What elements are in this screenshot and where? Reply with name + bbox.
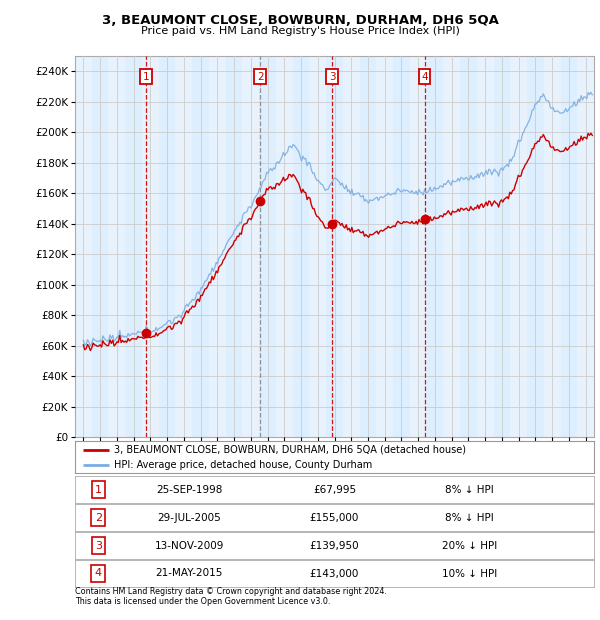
Text: 1: 1: [143, 72, 149, 82]
Bar: [410, 56, 427, 437]
Text: 2: 2: [95, 513, 102, 523]
Text: 2: 2: [257, 72, 263, 82]
Text: 4: 4: [421, 72, 428, 82]
Text: 4: 4: [95, 569, 102, 578]
Text: This data is licensed under the Open Government Licence v3.0.: This data is licensed under the Open Gov…: [75, 597, 331, 606]
Text: 29-JUL-2005: 29-JUL-2005: [157, 513, 221, 523]
Bar: [376, 56, 393, 437]
Text: 25-SEP-1998: 25-SEP-1998: [156, 485, 223, 495]
Bar: [242, 56, 259, 437]
Text: £143,000: £143,000: [310, 569, 359, 578]
Text: 3: 3: [95, 541, 102, 551]
Bar: [477, 56, 494, 437]
Text: 20% ↓ HPI: 20% ↓ HPI: [442, 541, 497, 551]
Bar: [310, 56, 326, 437]
Bar: [510, 56, 527, 437]
Bar: [544, 56, 560, 437]
Bar: [75, 56, 92, 437]
Bar: [175, 56, 192, 437]
Text: 10% ↓ HPI: 10% ↓ HPI: [442, 569, 497, 578]
Text: £155,000: £155,000: [310, 513, 359, 523]
Text: 21-MAY-2015: 21-MAY-2015: [155, 569, 223, 578]
Bar: [276, 56, 293, 437]
Text: 3, BEAUMONT CLOSE, BOWBURN, DURHAM, DH6 5QA (detached house): 3, BEAUMONT CLOSE, BOWBURN, DURHAM, DH6 …: [114, 445, 466, 454]
Text: Contains HM Land Registry data © Crown copyright and database right 2024.: Contains HM Land Registry data © Crown c…: [75, 587, 387, 596]
Text: HPI: Average price, detached house, County Durham: HPI: Average price, detached house, Coun…: [114, 460, 372, 470]
Bar: [443, 56, 460, 437]
Bar: [142, 56, 159, 437]
Text: 8% ↓ HPI: 8% ↓ HPI: [445, 485, 494, 495]
Text: 3, BEAUMONT CLOSE, BOWBURN, DURHAM, DH6 5QA: 3, BEAUMONT CLOSE, BOWBURN, DURHAM, DH6 …: [101, 14, 499, 27]
Text: 3: 3: [329, 72, 335, 82]
Bar: [209, 56, 226, 437]
Text: 1: 1: [95, 485, 102, 495]
Text: 8% ↓ HPI: 8% ↓ HPI: [445, 513, 494, 523]
Bar: [343, 56, 359, 437]
Bar: [577, 56, 594, 437]
Text: Price paid vs. HM Land Registry's House Price Index (HPI): Price paid vs. HM Land Registry's House …: [140, 26, 460, 36]
Text: £139,950: £139,950: [310, 541, 359, 551]
Bar: [109, 56, 125, 437]
Text: 13-NOV-2009: 13-NOV-2009: [154, 541, 224, 551]
Text: £67,995: £67,995: [313, 485, 356, 495]
